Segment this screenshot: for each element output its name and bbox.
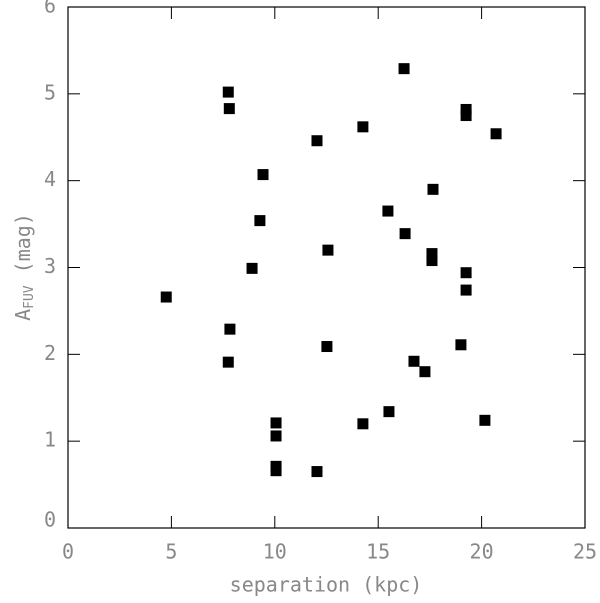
point: [254, 215, 266, 227]
point: [270, 417, 282, 429]
point: [460, 284, 472, 296]
point: [222, 356, 234, 368]
x-tick-label: 20: [470, 540, 494, 564]
point: [460, 110, 472, 122]
point: [460, 267, 472, 279]
point: [257, 169, 269, 181]
point: [246, 262, 258, 274]
point: [408, 355, 420, 367]
point: [426, 248, 438, 260]
x-tick-label: 0: [62, 540, 74, 564]
y-label-sub: FUV: [22, 285, 37, 309]
point: [427, 183, 439, 195]
point: [270, 465, 282, 477]
y-tick-label: 5: [44, 80, 56, 104]
point: [399, 228, 411, 240]
point: [398, 63, 410, 75]
point: [455, 339, 467, 351]
x-tick-label: 5: [165, 540, 177, 564]
point: [160, 291, 172, 303]
x-tick-label: 25: [573, 540, 597, 564]
x-axis-label: separation (kpc): [230, 573, 423, 597]
point: [321, 341, 333, 353]
y-tick-label: 1: [44, 428, 56, 452]
y-label-main: A: [11, 309, 35, 321]
point: [357, 418, 369, 430]
point: [311, 466, 323, 478]
point: [419, 366, 431, 378]
x-tick-label: 10: [263, 540, 287, 564]
point: [223, 103, 235, 115]
point: [490, 128, 502, 140]
point: [382, 205, 394, 217]
y-tick-label: 3: [44, 254, 56, 278]
point: [224, 323, 236, 335]
x-tick-label: 15: [366, 540, 390, 564]
point: [357, 121, 369, 133]
y-tick-label: 0: [44, 508, 56, 532]
y-tick-label: 2: [44, 341, 56, 365]
point: [426, 255, 438, 267]
point: [222, 86, 234, 98]
y-tick-label: 4: [44, 167, 56, 191]
point: [460, 103, 472, 115]
point: [479, 414, 491, 426]
point: [311, 135, 323, 147]
point: [322, 244, 334, 256]
y-label-rest: (mag): [11, 213, 35, 285]
point: [270, 430, 282, 442]
y-tick-label: 6: [44, 0, 56, 18]
plot-frame: [67, 6, 586, 529]
point: [383, 406, 395, 418]
y-axis-label: AFUV (mag): [11, 213, 37, 321]
